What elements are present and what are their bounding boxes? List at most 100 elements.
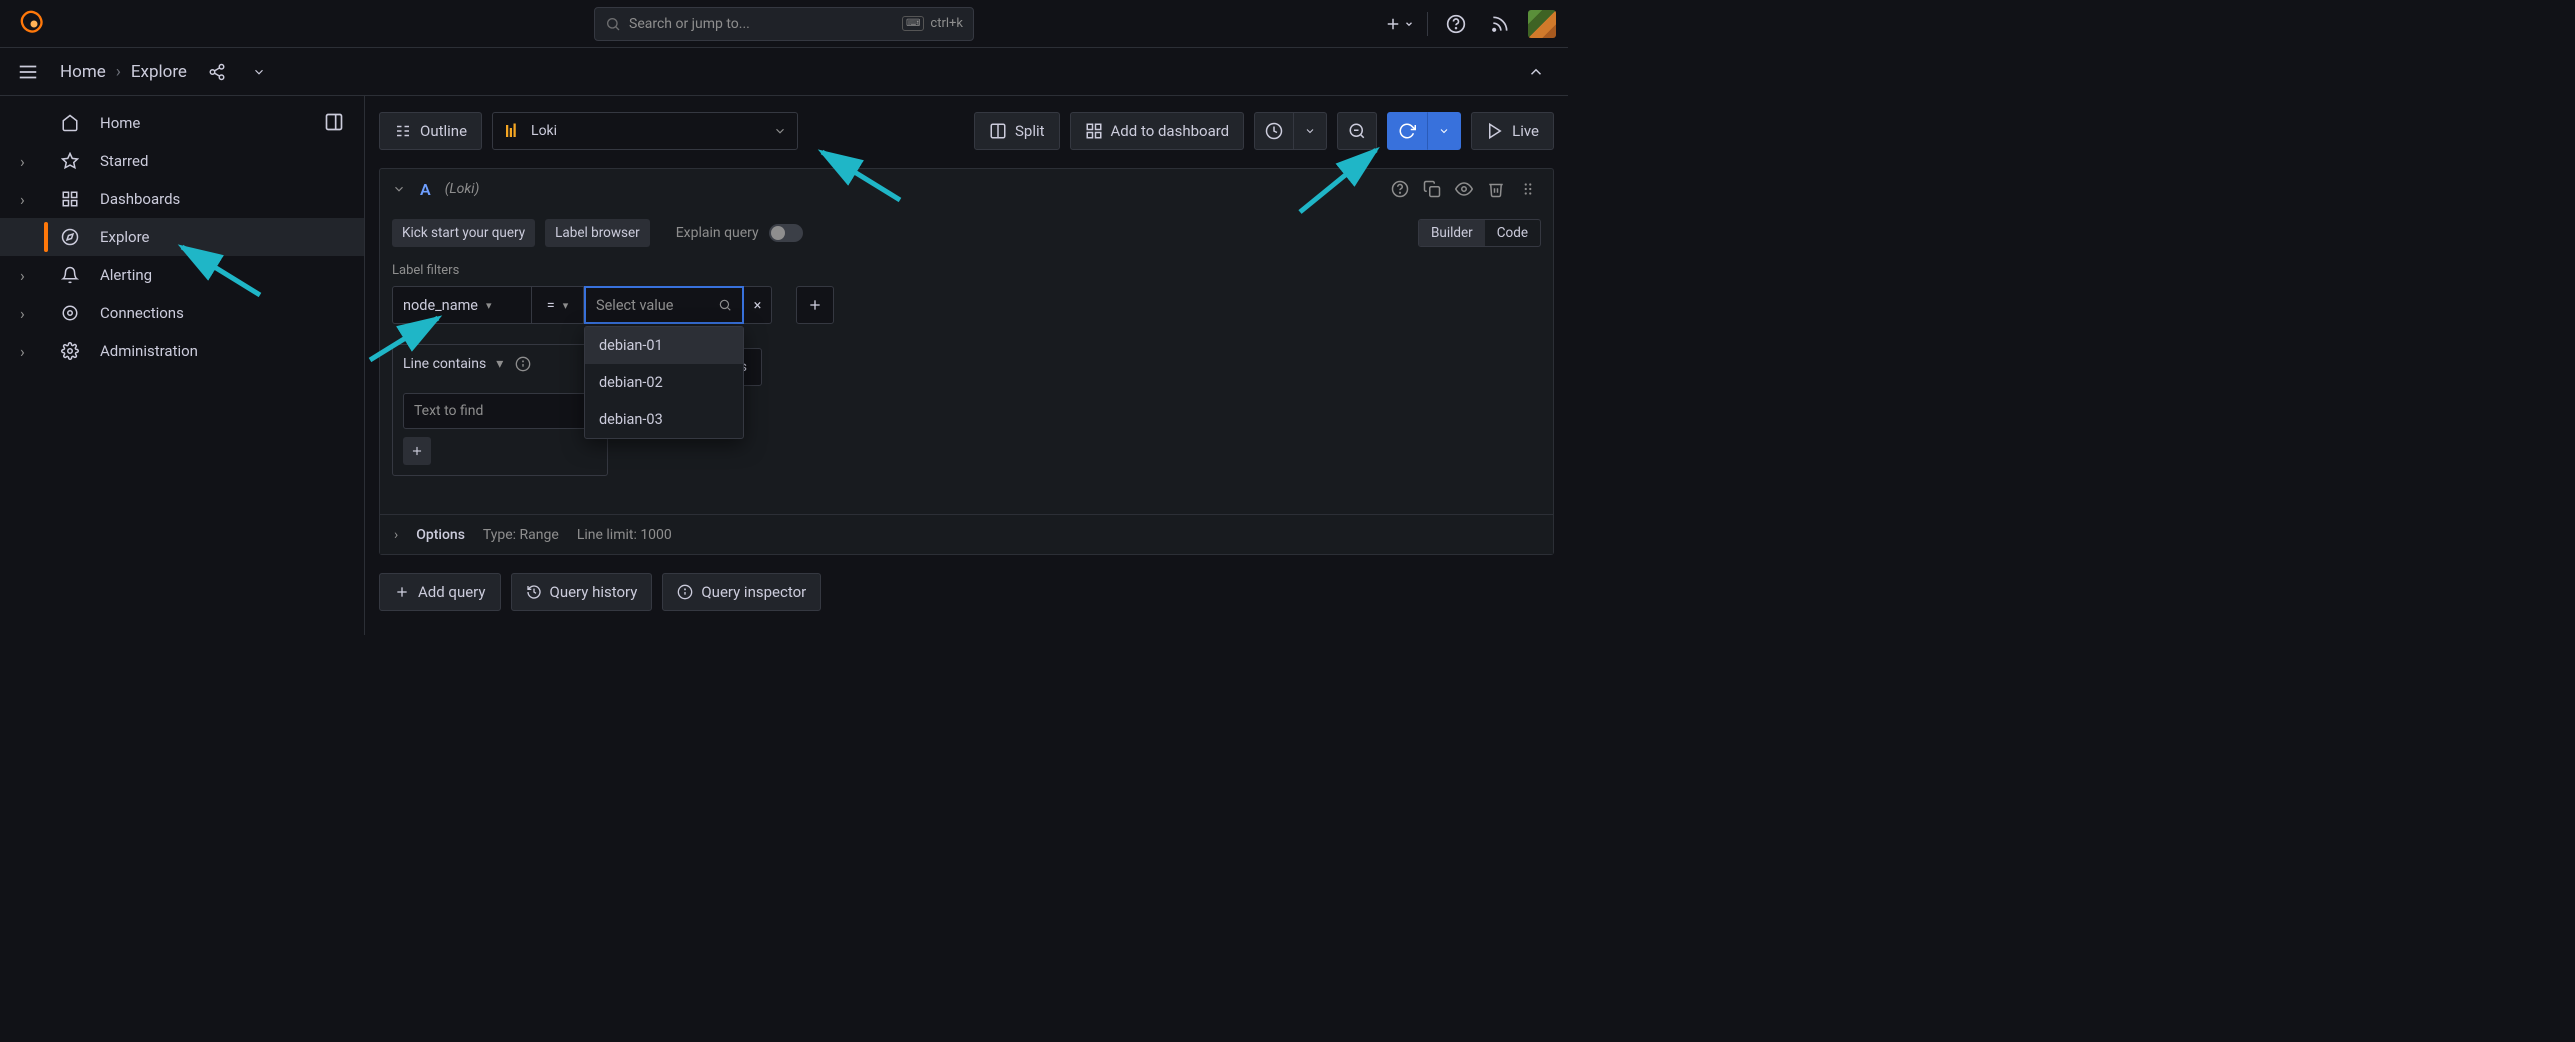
breadcrumb-current: Explore bbox=[131, 62, 187, 82]
star-icon bbox=[60, 152, 80, 170]
gear-icon bbox=[60, 342, 80, 360]
add-line-filter-button[interactable] bbox=[403, 437, 431, 465]
chevron-down-icon bbox=[773, 124, 787, 138]
datasource-name: Loki bbox=[531, 123, 557, 139]
outline-label: Outline bbox=[420, 122, 467, 140]
label-browser-button[interactable]: Label browser bbox=[545, 219, 650, 247]
sidebar-item-label: Connections bbox=[100, 304, 184, 322]
add-to-dashboard-label: Add to dashboard bbox=[1111, 122, 1230, 140]
search-icon bbox=[718, 298, 732, 312]
zoom-out-button[interactable] bbox=[1337, 112, 1377, 150]
editor-mode-switch[interactable]: Builder Code bbox=[1418, 219, 1541, 247]
dropdown-option[interactable]: debian-03 bbox=[585, 401, 743, 438]
explain-query-toggle[interactable] bbox=[769, 224, 803, 242]
global-search-input[interactable]: Search or jump to... ⌨ ctrl+k bbox=[594, 7, 974, 41]
options-type-meta: Type: Range bbox=[483, 527, 559, 543]
info-icon[interactable] bbox=[515, 356, 531, 372]
time-range-menu-button[interactable] bbox=[1294, 112, 1327, 150]
explain-query-label: Explain query bbox=[676, 225, 759, 241]
sidebar-item-explore[interactable]: Explore bbox=[0, 218, 364, 256]
filter-value-dropdown: debian-01debian-02debian-03 bbox=[584, 326, 744, 439]
outline-button[interactable]: Outline bbox=[379, 112, 482, 150]
filter-operator-select[interactable]: = ▾ bbox=[532, 286, 584, 324]
chevron-down-icon: ▾ bbox=[496, 356, 503, 372]
new-menu-button[interactable] bbox=[1383, 8, 1415, 40]
add-to-dashboard-button[interactable]: Add to dashboard bbox=[1070, 112, 1245, 150]
time-range-button[interactable] bbox=[1254, 112, 1294, 150]
label-filters-label: Label filters bbox=[392, 263, 1541, 278]
kickstart-button[interactable]: Kick start your query bbox=[392, 219, 535, 247]
live-label: Live bbox=[1512, 122, 1539, 140]
chevron-down-icon: ▾ bbox=[563, 299, 569, 312]
search-shortcut: ctrl+k bbox=[930, 16, 963, 31]
split-button[interactable]: Split bbox=[974, 112, 1060, 150]
filter-value-select[interactable]: Select value debian-01debian-02debian-03 bbox=[584, 286, 744, 324]
sidebar-item-home[interactable]: Home bbox=[0, 104, 364, 142]
line-contains-block: Line contains ▾ × Text to find bbox=[392, 344, 608, 476]
sidebar-item-starred[interactable]: Starred bbox=[0, 142, 364, 180]
sidebar-item-administration[interactable]: Administration bbox=[0, 332, 364, 370]
live-button[interactable]: Live bbox=[1471, 112, 1554, 150]
bottom-actions: Add query Query history Query inspector bbox=[379, 573, 1554, 611]
query-datasource-hint: (Loki) bbox=[445, 181, 480, 197]
query-options-row[interactable]: › Options Type: Range Line limit: 1000 bbox=[380, 514, 1553, 554]
query-history-button[interactable]: Query history bbox=[511, 573, 653, 611]
query-panel: A (Loki) Kick start your query Label bro… bbox=[379, 168, 1554, 555]
toggle-visibility-button[interactable] bbox=[1455, 180, 1477, 198]
keyboard-icon: ⌨ bbox=[902, 16, 924, 31]
sidebar-item-label: Starred bbox=[100, 152, 148, 170]
remove-filter-button[interactable]: × bbox=[744, 286, 772, 324]
breadcrumb: Home › Explore bbox=[60, 62, 187, 82]
drag-handle-icon[interactable] bbox=[1519, 180, 1541, 198]
label-filter-row: node_name ▾ = ▾ Select value debian-01de bbox=[392, 286, 1541, 324]
search-placeholder: Search or jump to... bbox=[629, 16, 750, 32]
breadcrumb-home[interactable]: Home bbox=[60, 62, 106, 82]
copy-query-button[interactable] bbox=[1423, 180, 1445, 198]
filter-label-select[interactable]: node_name ▾ bbox=[392, 286, 532, 324]
menu-toggle-button[interactable] bbox=[12, 56, 44, 88]
datasource-picker[interactable]: Loki bbox=[492, 112, 798, 150]
query-inspector-button[interactable]: Query inspector bbox=[662, 573, 821, 611]
text-to-find-input[interactable]: Text to find bbox=[403, 393, 597, 429]
explore-content: Outline Loki Split Add to dashboard bbox=[365, 96, 1568, 635]
grafana-logo-icon bbox=[20, 10, 48, 38]
sidebar-item-label: Explore bbox=[100, 228, 150, 246]
breadcrumb-menu-button[interactable] bbox=[243, 56, 275, 88]
sidebar-item-label: Administration bbox=[100, 342, 198, 360]
bell-icon bbox=[60, 266, 80, 284]
sidebar: Home Starred Dashboards Explore Alerting Conn… bbox=[0, 96, 365, 635]
dropdown-option[interactable]: debian-01 bbox=[585, 327, 743, 364]
options-limit-meta: Line limit: 1000 bbox=[577, 527, 672, 543]
sidebar-item-alerting[interactable]: Alerting bbox=[0, 256, 364, 294]
split-label: Split bbox=[1015, 122, 1045, 140]
news-button[interactable] bbox=[1484, 8, 1516, 40]
help-button[interactable] bbox=[1440, 8, 1472, 40]
query-help-button[interactable] bbox=[1391, 180, 1413, 198]
divider bbox=[1427, 12, 1428, 36]
add-filter-button[interactable] bbox=[796, 286, 834, 324]
dropdown-option[interactable]: debian-02 bbox=[585, 364, 743, 401]
collapse-query-button[interactable] bbox=[392, 182, 406, 196]
home-icon bbox=[60, 114, 80, 132]
run-query-button[interactable] bbox=[1387, 112, 1427, 150]
search-icon bbox=[605, 16, 621, 32]
chevron-right-icon: › bbox=[394, 527, 398, 543]
link-icon bbox=[60, 304, 80, 322]
sidebar-item-dashboards[interactable]: Dashboards bbox=[0, 180, 364, 218]
sidebar-item-connections[interactable]: Connections bbox=[0, 294, 364, 332]
breadcrumb-bar: Home › Explore bbox=[0, 48, 1568, 96]
explore-toolbar: Outline Loki Split Add to dashboard bbox=[379, 112, 1554, 150]
delete-query-button[interactable] bbox=[1487, 180, 1509, 198]
avatar[interactable] bbox=[1528, 10, 1556, 38]
sidebar-item-label: Home bbox=[100, 114, 140, 132]
topbar: Search or jump to... ⌨ ctrl+k bbox=[0, 0, 1568, 48]
share-button[interactable] bbox=[201, 56, 233, 88]
mode-code-tab[interactable]: Code bbox=[1485, 220, 1540, 246]
compass-icon bbox=[60, 228, 80, 246]
mode-builder-tab[interactable]: Builder bbox=[1419, 220, 1485, 246]
loki-icon bbox=[503, 122, 521, 140]
run-query-menu-button[interactable] bbox=[1427, 112, 1461, 150]
collapse-panel-button[interactable] bbox=[1520, 56, 1552, 88]
add-query-button[interactable]: Add query bbox=[379, 573, 501, 611]
query-header: A (Loki) bbox=[380, 169, 1553, 209]
